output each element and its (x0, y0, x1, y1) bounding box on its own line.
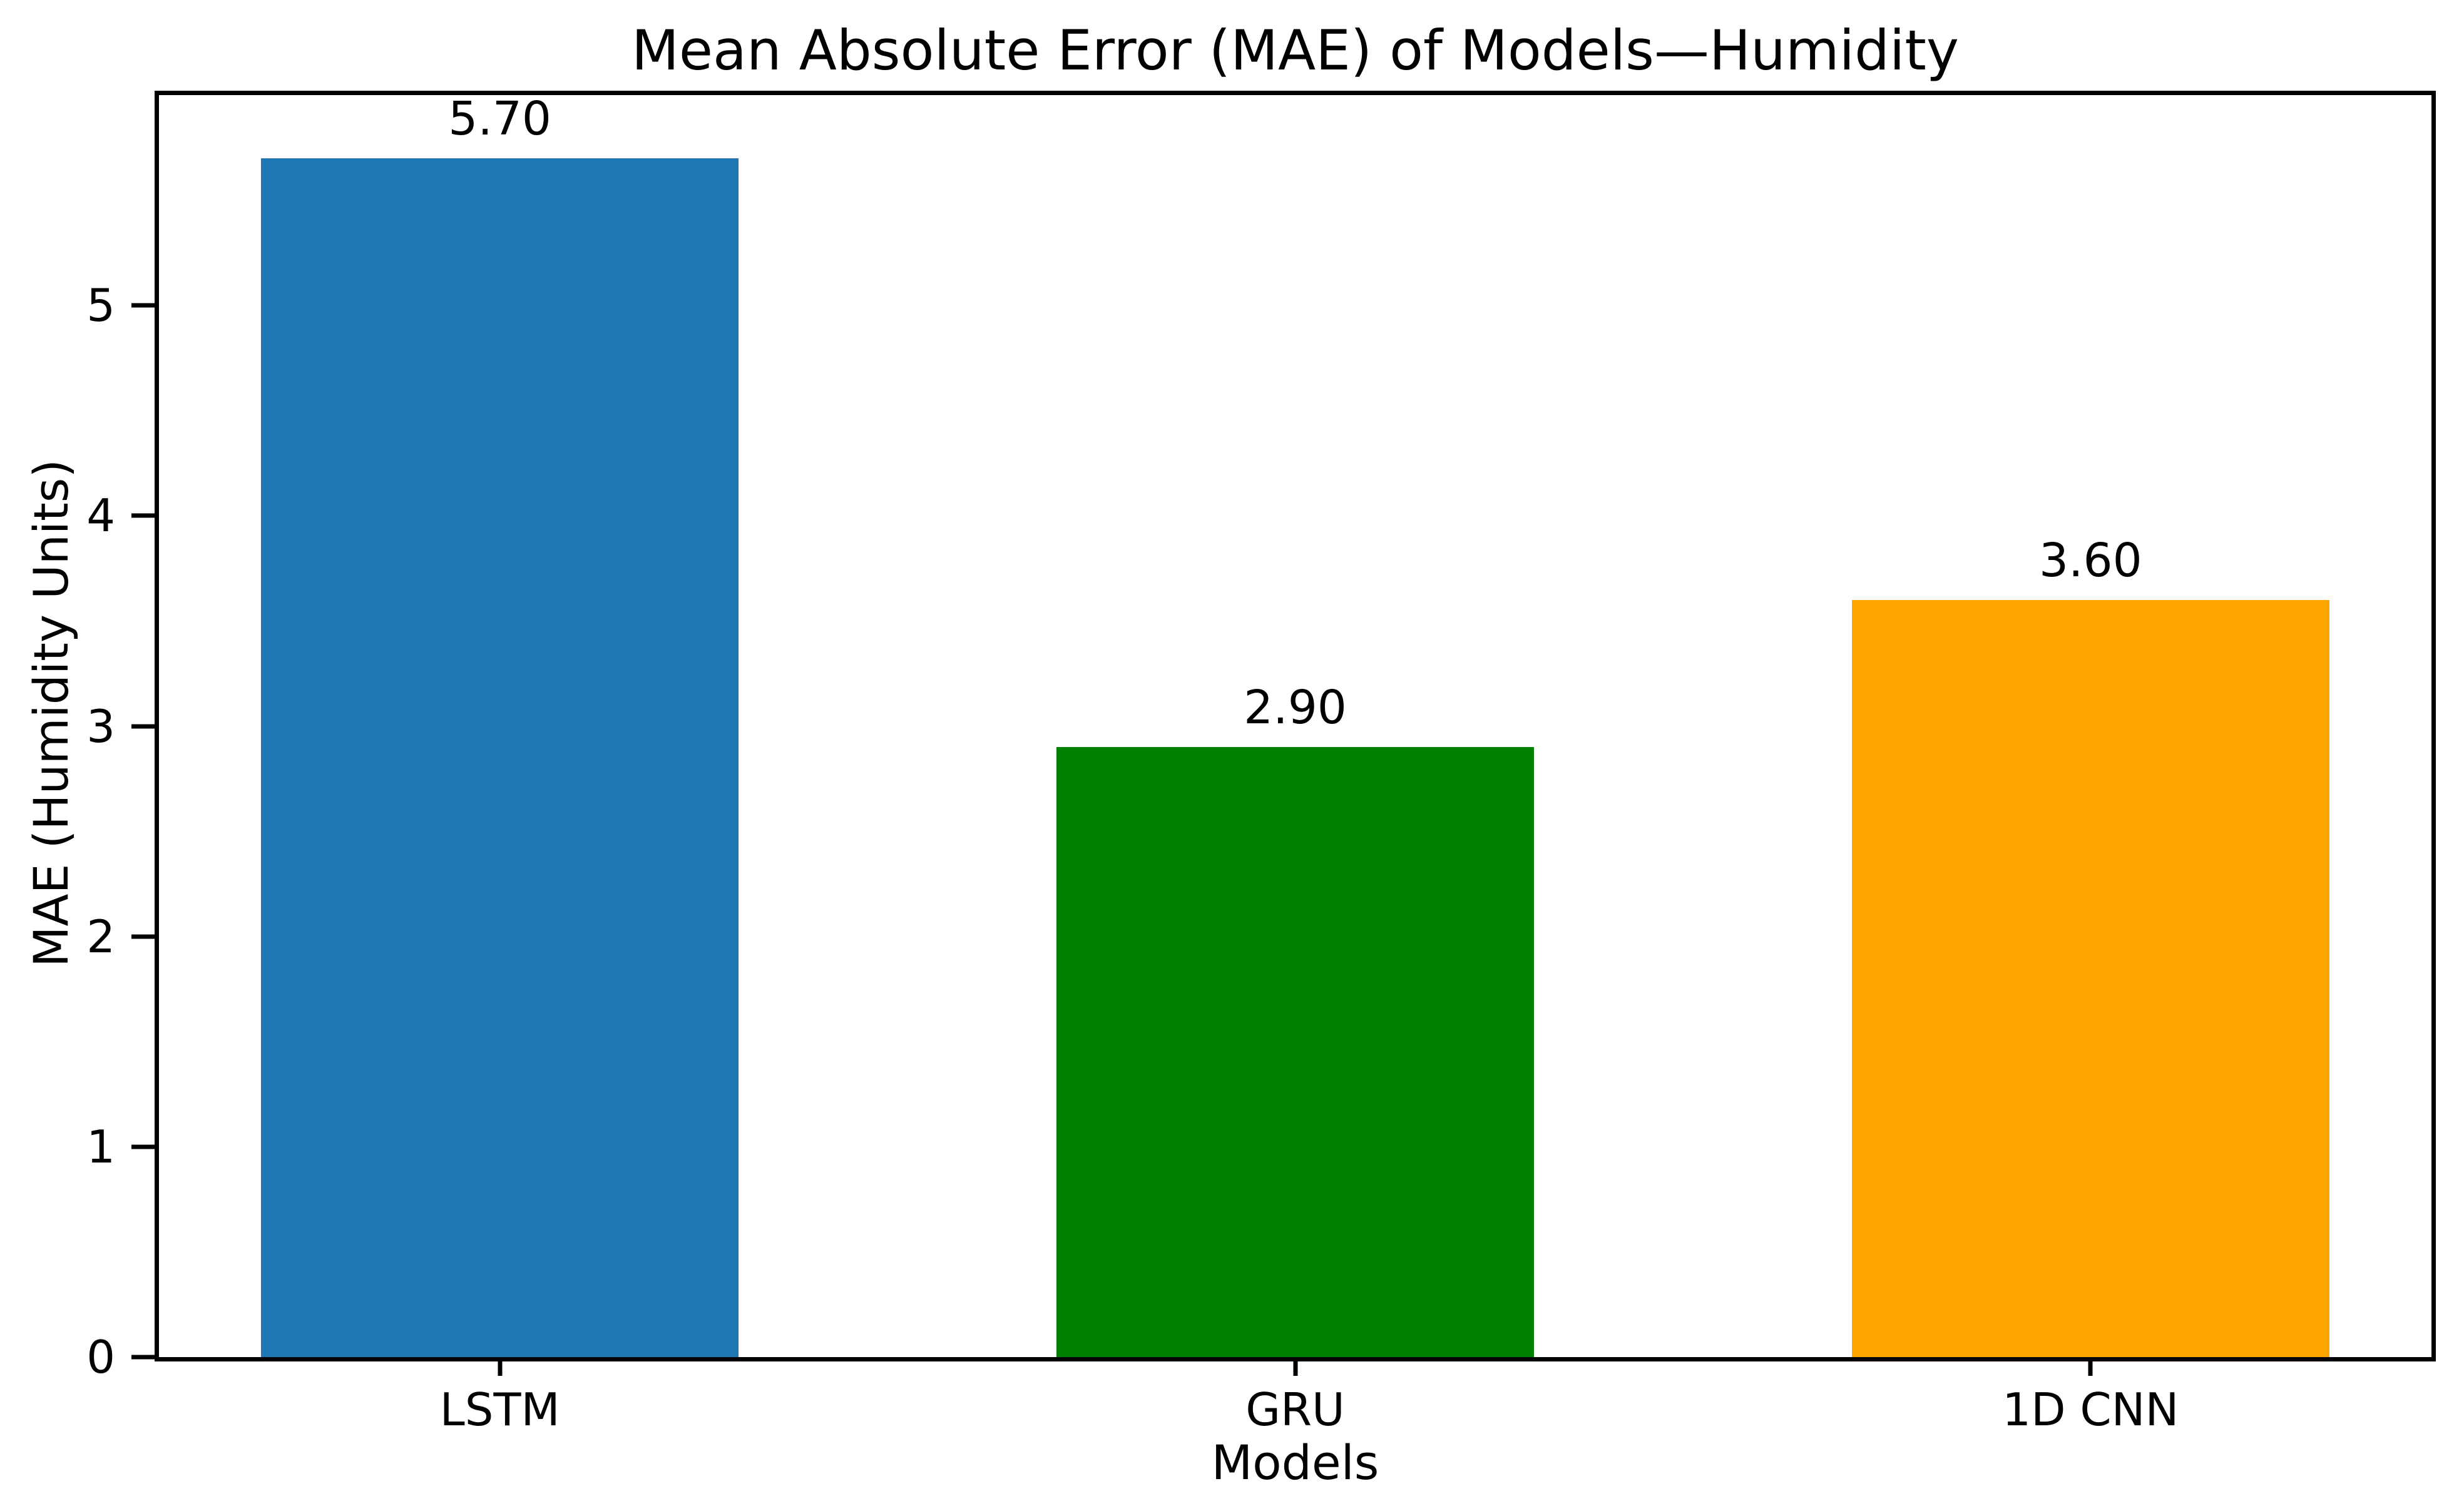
y-tick-mark (131, 934, 155, 939)
y-tick-label: 1 (86, 1120, 115, 1173)
bar (261, 158, 739, 1357)
category-label: 1D CNN (2002, 1383, 2179, 1436)
x-axis-label: Models (1211, 1435, 1379, 1490)
y-tick-label: 5 (86, 279, 115, 332)
chart-title: Mean Absolute Error (MAE) of Models—Humi… (631, 18, 1960, 83)
y-tick-mark (131, 724, 155, 728)
y-tick-label: 2 (86, 910, 115, 963)
y-tick-mark (131, 303, 155, 308)
bar (1852, 599, 2329, 1357)
y-tick-mark (131, 1144, 155, 1149)
bar-value-label: 3.60 (2038, 533, 2142, 588)
x-tick-mark (498, 1357, 503, 1376)
x-tick-mark (2088, 1357, 2093, 1376)
category-label: GRU (1245, 1383, 1345, 1436)
category-label: LSTM (439, 1383, 560, 1436)
y-tick-label: 4 (86, 489, 115, 542)
bar-value-label: 5.70 (448, 91, 552, 146)
x-tick-mark (1293, 1357, 1297, 1376)
y-tick-label: 0 (86, 1331, 115, 1383)
bar-value-label: 2.90 (1244, 681, 1347, 735)
plot-area: 0 1 2 3 4 5 5.70 LSTM 2.90 GRU 3.60 1D CNN (86, 91, 2436, 1432)
y-tick-label: 3 (86, 700, 115, 753)
y-tick-mark (131, 1355, 155, 1360)
bar (1056, 747, 1534, 1357)
y-tick-mark (131, 513, 155, 518)
